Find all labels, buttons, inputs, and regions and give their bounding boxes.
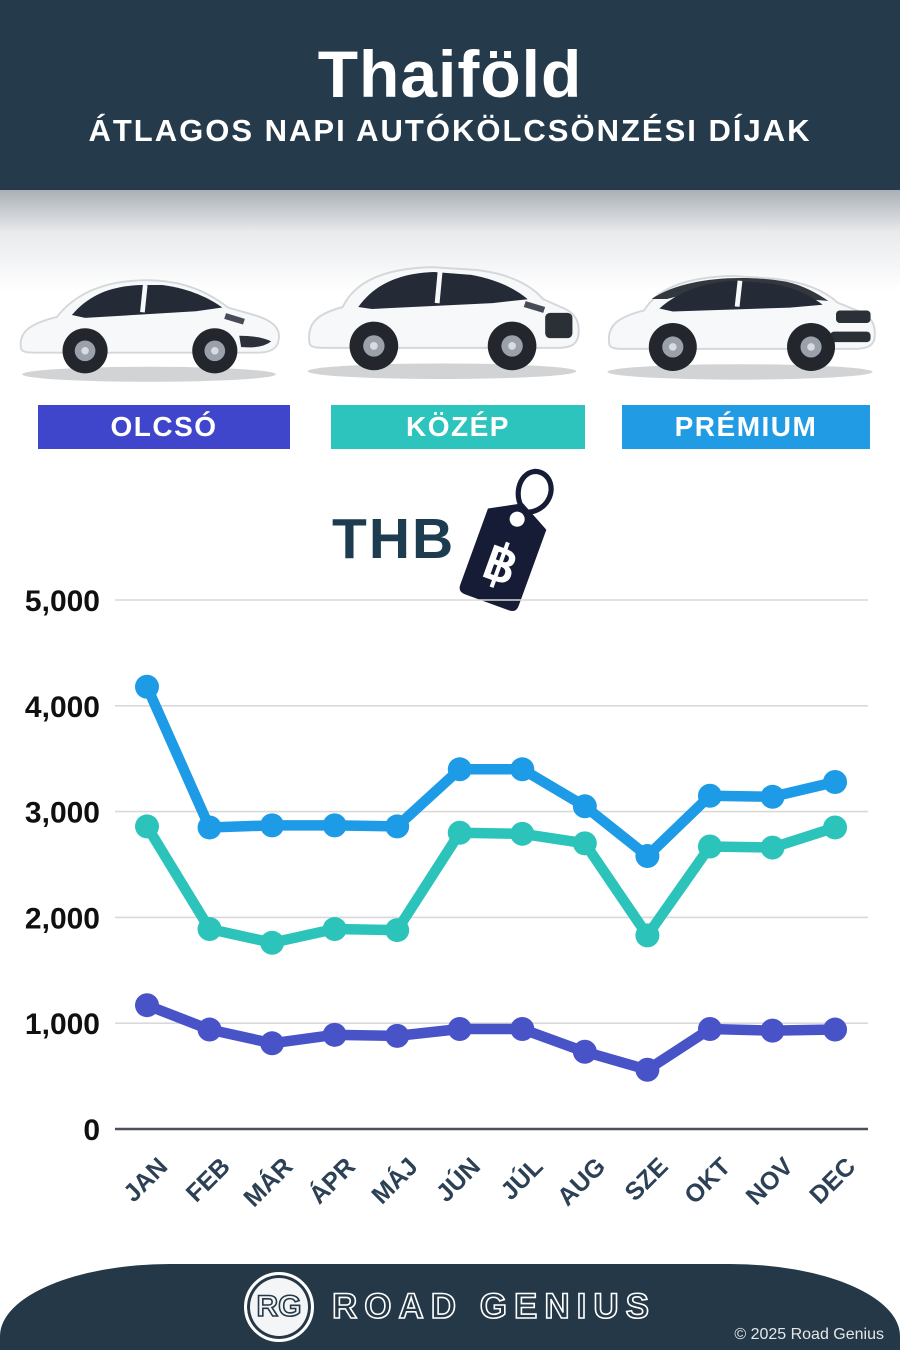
- data-point-olcsó: [135, 993, 159, 1018]
- page-title: Thaiföld: [317, 37, 583, 111]
- category-badge-economy: OLCSÓ: [38, 405, 290, 449]
- data-point-olcsó: [635, 1057, 660, 1082]
- footer: RG ROAD GENIUS © 2025 Road Genius: [0, 1264, 900, 1350]
- data-point-prémium: [510, 757, 535, 782]
- data-point-közép: [760, 835, 785, 860]
- data-point-közép: [510, 821, 535, 846]
- y-tick-label: 2,000: [25, 902, 100, 935]
- header: Thaiföld ÁTLAGOS NAPI AUTÓKÖLCSÖNZÉSI DÍ…: [0, 0, 900, 190]
- page-subtitle: ÁTLAGOS NAPI AUTÓKÖLCSÖNZÉSI DÍJAK: [88, 113, 812, 148]
- category-badge-mid: KÖZÉP: [331, 405, 585, 449]
- data-point-olcsó: [447, 1017, 472, 1042]
- data-point-prémium: [635, 844, 660, 869]
- data-point-olcsó: [510, 1017, 535, 1042]
- y-tick-label: 4,000: [25, 691, 100, 724]
- data-point-közép: [135, 814, 159, 839]
- road-genius-logo-icon: RG: [244, 1272, 315, 1342]
- month-label: JÚN: [429, 1151, 486, 1208]
- y-tick-label: 5,000: [25, 585, 100, 618]
- data-point-olcsó: [197, 1017, 222, 1042]
- data-point-prémium: [447, 757, 472, 782]
- data-point-prémium: [197, 815, 222, 840]
- month-label: FEB: [181, 1152, 236, 1207]
- data-point-olcsó: [823, 1017, 848, 1042]
- premium-suv-image: [607, 274, 876, 380]
- data-point-közép: [197, 917, 222, 942]
- category-label-economy: OLCSÓ: [110, 411, 218, 442]
- month-label: MÁJ: [366, 1152, 424, 1210]
- data-point-közép: [260, 930, 285, 955]
- y-tick-label: 0: [83, 1114, 100, 1147]
- data-point-közép: [385, 918, 410, 943]
- series-line-közép: [141, 821, 841, 949]
- price-tag-icon: ฿: [459, 468, 554, 612]
- data-point-közép: [322, 917, 347, 942]
- category-label-mid: KÖZÉP: [406, 411, 510, 442]
- data-point-prémium: [322, 813, 347, 838]
- data-point-olcsó: [572, 1039, 597, 1064]
- data-point-olcsó: [322, 1022, 347, 1047]
- series-line-olcsó: [141, 999, 841, 1076]
- month-label: MÁR: [238, 1152, 299, 1213]
- brand-name: ROAD GENIUS: [331, 1286, 656, 1327]
- data-point-közép: [823, 815, 848, 840]
- month-label: JAN: [118, 1152, 173, 1207]
- data-point-prémium: [572, 794, 597, 819]
- category-badge-premium: PRÉMIUM: [622, 405, 870, 449]
- copyright-text: © 2025 Road Genius: [734, 1326, 884, 1343]
- month-label: JÚL: [494, 1151, 549, 1206]
- data-point-közép: [447, 820, 472, 845]
- economy-car-image: [19, 279, 280, 382]
- data-point-prémium: [135, 674, 159, 699]
- data-point-prémium: [760, 784, 785, 809]
- rental-price-line-chart: 0 1,000 2,000 3,000 4,000 5,000 JAN FEB MÁR ÁPR MÁ…: [25, 585, 868, 1213]
- data-point-prémium: [260, 813, 285, 838]
- data-point-prémium: [823, 769, 848, 794]
- data-point-prémium: [385, 814, 410, 839]
- y-tick-label: 3,000: [25, 797, 100, 830]
- month-label: SZE: [619, 1152, 673, 1206]
- data-point-olcsó: [697, 1017, 722, 1042]
- category-label-premium: PRÉMIUM: [674, 411, 818, 442]
- currency-code: THB: [332, 507, 456, 571]
- month-label: ÁPR: [303, 1152, 361, 1210]
- data-point-olcsó: [260, 1031, 285, 1056]
- month-label: OKT: [679, 1152, 736, 1209]
- data-point-közép: [572, 831, 597, 856]
- data-point-közép: [697, 834, 722, 859]
- data-point-prémium: [697, 783, 722, 808]
- midsize-suv-image: [307, 266, 580, 380]
- y-tick-label: 1,000: [25, 1008, 100, 1041]
- month-label: NOV: [741, 1152, 799, 1210]
- data-point-közép: [635, 923, 660, 948]
- month-label: AUG: [552, 1152, 611, 1211]
- month-label: DEC: [804, 1152, 861, 1209]
- data-point-olcsó: [385, 1023, 410, 1048]
- data-point-olcsó: [760, 1018, 785, 1043]
